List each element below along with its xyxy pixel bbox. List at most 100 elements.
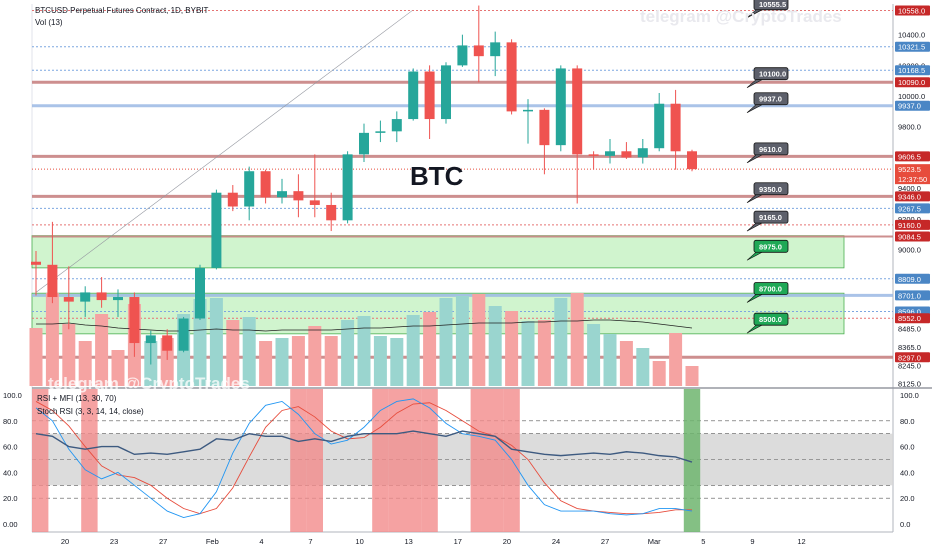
volume-bar: [685, 366, 699, 386]
level-label-bg: [895, 313, 930, 324]
callout-box: [753, 210, 789, 224]
time-tick-label: 20: [503, 537, 511, 546]
candle-up: [195, 267, 205, 319]
time-tick-label: 27: [159, 537, 167, 546]
price-tick-label: 9800.0: [898, 123, 921, 132]
overbought-highlight: [32, 389, 49, 532]
candle-up: [457, 45, 468, 66]
price-callout: 9165.0: [746, 210, 789, 232]
level-label-bg: [895, 77, 930, 88]
price-tick-label: 10000.0: [898, 92, 925, 101]
level-label: 10321.5: [898, 43, 925, 52]
time-axis: 20 23 27 Feb 4 7 10 13 17 20 24 27 Mar 5 9 12: [61, 537, 806, 546]
stoch-d-line: [35, 401, 692, 515]
volume-bar: [570, 293, 584, 386]
indicator-left-tick: 80.0: [3, 417, 18, 426]
volume-bar: [373, 336, 387, 386]
candle-down: [162, 335, 173, 351]
candle-up: [342, 154, 353, 221]
callout-box: [753, 142, 789, 156]
support-zone: [31, 292, 845, 335]
volume-bar: [669, 333, 683, 386]
level-label-bg: [895, 151, 930, 162]
level-label: 9160.0: [898, 221, 921, 230]
callout-label: 8975.0: [759, 242, 782, 251]
candle-down: [293, 191, 304, 201]
volume-bar: [472, 294, 486, 386]
indicator-right-tick: 40.0: [900, 468, 915, 477]
time-tick-label: 27: [601, 537, 609, 546]
candle-up: [605, 151, 615, 156]
indicator-right-tick: 100.0: [900, 391, 919, 400]
indicator-left-tick: 0.00: [3, 520, 18, 529]
time-tick-label: 12: [797, 537, 805, 546]
candle-up: [113, 297, 123, 301]
level-label-bg: [895, 5, 930, 16]
callout-box: [753, 282, 789, 295]
indicator-left-tick: 40.0: [3, 468, 18, 477]
candle-up: [490, 42, 501, 57]
watermark-top: telegram @CryptoTrades: [640, 7, 842, 26]
candle-down: [309, 200, 320, 205]
level-label: 8809.0: [898, 275, 921, 284]
callout-pointer: [746, 79, 763, 88]
level-label: 8297.0: [898, 353, 921, 362]
candle-up: [637, 148, 648, 158]
level-label: 8552.0: [898, 314, 921, 323]
oversold-highlight: [683, 389, 701, 532]
support-zone: [31, 235, 845, 269]
callout-pointer: [746, 154, 763, 164]
volume-bar: [537, 320, 551, 386]
time-tick-label: 13: [405, 537, 413, 546]
current-price-label: 9523.5: [898, 165, 921, 174]
callout-box: [753, 92, 789, 106]
price-tick-label: 8485.0: [898, 324, 921, 333]
callout-pointer: [746, 294, 763, 303]
candle-down: [63, 297, 74, 302]
indicator-label-stoch-rsi: Stoch RSI (3, 3, 14, 14, close): [37, 407, 144, 416]
volume-bar: [587, 324, 601, 386]
volume-bar: [455, 296, 469, 386]
callout-label: 9937.0: [759, 95, 782, 104]
callout-label: 9610.0: [759, 145, 782, 154]
volume-bar: [341, 320, 355, 386]
watermark-bottom: telegram @CryptoTrades: [48, 374, 250, 393]
time-tick-label: Mar: [648, 537, 661, 546]
volume-bar: [45, 293, 59, 386]
trend-line: [35, 10, 413, 293]
indicator-right-tick: 0.0: [900, 520, 910, 529]
overbought-highlight: [81, 389, 98, 532]
overbought-highlight: [487, 389, 504, 532]
volume-bar: [652, 361, 666, 386]
callout-pointer: [746, 324, 763, 334]
callout-label: 10100.0: [759, 70, 786, 79]
level-label: 8596.0: [898, 307, 921, 316]
level-label: 9267.5: [898, 204, 921, 213]
candle-up: [408, 71, 419, 120]
volume-bar: [111, 350, 125, 386]
volume-bar: [390, 338, 404, 386]
volume-bar: [95, 314, 109, 386]
candle-down: [572, 68, 583, 155]
level-label-bg: [895, 100, 930, 111]
level-label: 8701.0: [898, 291, 921, 300]
btc-annotation: BTC: [410, 161, 464, 191]
indicator-right-tick: 60.0: [900, 443, 915, 452]
candles: [31, 5, 697, 365]
volume-bar: [619, 341, 633, 386]
level-label-bg: [895, 290, 930, 301]
volume-bar: [259, 341, 273, 386]
price-callout: 8975.0: [746, 239, 789, 261]
volume-ma-line: [36, 319, 693, 332]
support-zones: [31, 235, 845, 335]
candle-down: [621, 151, 632, 158]
volume-bar: [357, 316, 371, 386]
candle-down: [326, 204, 337, 221]
candle-down: [424, 71, 435, 120]
vol-label: Vol (13): [35, 18, 63, 27]
time-tick-label: Feb: [206, 537, 219, 546]
time-tick-label: 7: [308, 537, 312, 546]
volume-bars: [29, 293, 699, 386]
volume-bar: [62, 324, 76, 386]
